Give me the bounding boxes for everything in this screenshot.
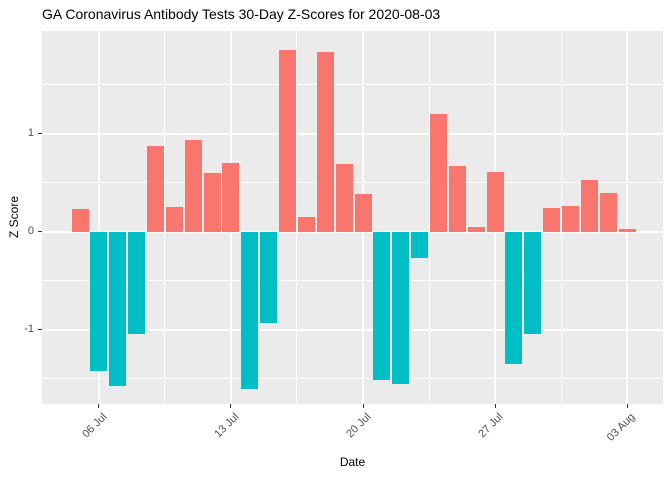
gridline-minor-horizontal [42, 84, 663, 86]
x-axis-tick [362, 404, 364, 408]
gridline-major-horizontal [42, 328, 663, 331]
bar-negative [392, 231, 410, 385]
bar-positive [184, 139, 202, 232]
gridline-minor-horizontal [42, 280, 663, 282]
bar-positive [165, 207, 183, 232]
x-axis-tick [230, 404, 232, 408]
bar-positive [467, 226, 485, 232]
x-axis-tick [494, 404, 496, 408]
bar-positive [448, 166, 466, 232]
gridline-minor-vertical [428, 31, 430, 404]
y-axis-tick-label: 1 [27, 126, 34, 139]
bar-positive [335, 164, 353, 232]
y-axis-tick [38, 133, 42, 135]
x-axis-tick [626, 404, 628, 408]
bar-positive [618, 228, 636, 232]
gridline-major-vertical [626, 31, 629, 404]
gridline-minor-vertical [164, 31, 166, 404]
x-axis-title: Date [339, 455, 366, 469]
bar-positive [429, 114, 447, 232]
gridline-major-horizontal [42, 132, 663, 135]
bar-negative [90, 231, 108, 371]
bar-positive [561, 206, 579, 232]
bar-negative [411, 231, 429, 259]
bar-negative [373, 231, 391, 381]
bar-positive [222, 163, 240, 232]
y-axis-title: Z Score [7, 195, 21, 238]
bar-positive [203, 172, 221, 232]
bar-positive [543, 208, 561, 232]
y-axis-tick [38, 329, 42, 331]
bar-positive [297, 217, 315, 232]
y-axis-tick-label: 0 [27, 224, 34, 237]
bar-negative [505, 231, 523, 364]
bar-negative [128, 231, 146, 334]
gridline-major-horizontal [42, 230, 663, 233]
chart-title: GA Coronavirus Antibody Tests 30-Day Z-S… [42, 6, 441, 22]
y-axis-tick [38, 231, 42, 233]
bar-positive [599, 192, 617, 232]
gridline-minor-vertical [560, 31, 562, 404]
bar-negative [109, 231, 127, 387]
bar-positive [71, 209, 89, 232]
bar-positive [316, 51, 334, 232]
gridline-minor-vertical [296, 31, 298, 404]
bar-positive [279, 49, 297, 232]
x-axis-tick [98, 404, 100, 408]
bar-positive [354, 193, 372, 232]
bar-negative [241, 231, 259, 390]
bar-positive [147, 145, 165, 232]
bar-negative [524, 231, 542, 335]
y-axis-tick-label: -1 [24, 322, 34, 335]
gridline-major-vertical [97, 31, 100, 404]
bar-positive [580, 179, 598, 232]
bar-negative [260, 231, 278, 323]
gridline-minor-horizontal [42, 378, 663, 380]
bar-positive [486, 171, 504, 232]
